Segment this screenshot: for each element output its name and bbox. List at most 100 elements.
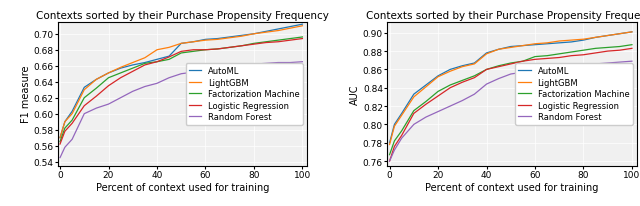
Factorization Machine — [390, 140, 398, 142]
Factorization Machine — [189, 51, 197, 53]
LightGBM — [470, 63, 478, 66]
LightGBM — [250, 33, 258, 36]
LightGBM — [68, 113, 76, 115]
Random Forest — [189, 71, 197, 74]
Random Forest — [390, 149, 398, 152]
AutoML — [61, 121, 68, 123]
Factorization Machine — [141, 63, 148, 65]
LightGBM — [410, 96, 418, 99]
Logistic Regression — [390, 145, 398, 148]
Logistic Regression — [422, 103, 430, 106]
Title: Contexts sorted by their Purchase Propensity Frequency: Contexts sorted by their Purchase Propen… — [36, 11, 329, 21]
AutoML — [238, 35, 246, 37]
LightGBM — [177, 43, 185, 45]
Random Forest — [105, 103, 113, 106]
Random Forest — [386, 160, 394, 163]
AutoML — [543, 43, 551, 46]
AutoML — [262, 31, 270, 33]
LightGBM — [616, 33, 623, 36]
Logistic Regression — [446, 87, 454, 90]
AutoML — [287, 26, 294, 29]
Logistic Regression — [616, 50, 623, 52]
Factorization Machine — [616, 46, 623, 49]
LightGBM — [422, 86, 430, 89]
Logistic Regression — [226, 47, 234, 49]
Line: Logistic Regression: Logistic Regression — [390, 49, 632, 161]
Random Forest — [507, 73, 515, 76]
AutoML — [592, 37, 600, 39]
Factorization Machine — [250, 43, 258, 45]
Logistic Regression — [299, 38, 307, 41]
LightGBM — [592, 37, 600, 39]
Line: LightGBM: LightGBM — [390, 33, 632, 145]
Logistic Regression — [398, 135, 406, 137]
Random Forest — [531, 71, 539, 73]
AutoML — [616, 33, 623, 36]
Legend: AutoML, LightGBM, Factorization Machine, Logistic Regression, Random Forest: AutoML, LightGBM, Factorization Machine,… — [186, 64, 303, 125]
Factorization Machine — [93, 87, 100, 90]
LightGBM — [386, 144, 394, 146]
LightGBM — [556, 41, 563, 43]
LightGBM — [81, 89, 88, 91]
Title: Contexts sorted by their Purchase Propensity Frequency: Contexts sorted by their Purchase Propen… — [365, 11, 640, 21]
Logistic Regression — [68, 122, 76, 125]
AutoML — [81, 87, 88, 89]
LightGBM — [495, 49, 502, 51]
Logistic Regression — [556, 57, 563, 60]
LightGBM — [580, 39, 588, 41]
Logistic Regression — [592, 53, 600, 55]
LightGBM — [434, 76, 442, 79]
Factorization Machine — [153, 61, 161, 64]
Factorization Machine — [214, 48, 221, 51]
Random Forest — [68, 138, 76, 141]
Random Forest — [262, 63, 270, 65]
Factorization Machine — [68, 119, 76, 122]
Logistic Regression — [262, 42, 270, 44]
Logistic Regression — [386, 160, 394, 163]
Factorization Machine — [580, 50, 588, 52]
Logistic Regression — [604, 51, 612, 53]
LightGBM — [483, 53, 490, 56]
Factorization Machine — [543, 55, 551, 58]
Random Forest — [299, 61, 307, 64]
Factorization Machine — [202, 49, 209, 52]
Logistic Regression — [483, 69, 490, 71]
Factorization Machine — [116, 72, 124, 75]
Factorization Machine — [398, 130, 406, 132]
Line: Random Forest: Random Forest — [390, 62, 632, 161]
AutoML — [299, 24, 307, 26]
LightGBM — [531, 43, 539, 46]
Factorization Machine — [177, 53, 185, 55]
AutoML — [410, 94, 418, 96]
AutoML — [556, 42, 563, 45]
Logistic Regression — [93, 95, 100, 98]
LightGBM — [275, 30, 282, 33]
Factorization Machine — [446, 84, 454, 87]
LightGBM — [507, 47, 515, 49]
Random Forest — [434, 111, 442, 113]
Factorization Machine — [226, 47, 234, 49]
AutoML — [177, 43, 185, 45]
LightGBM — [519, 45, 527, 48]
Logistic Regression — [105, 85, 113, 88]
Random Forest — [604, 62, 612, 65]
Factorization Machine — [129, 68, 136, 70]
AutoML — [153, 59, 161, 61]
Factorization Machine — [531, 56, 539, 59]
Logistic Regression — [434, 95, 442, 98]
LightGBM — [129, 62, 136, 64]
Random Forest — [93, 107, 100, 110]
Factorization Machine — [604, 47, 612, 49]
AutoML — [275, 29, 282, 31]
AutoML — [507, 46, 515, 49]
Random Forest — [129, 91, 136, 93]
Line: Random Forest: Random Forest — [60, 62, 303, 158]
AutoML — [604, 35, 612, 37]
LightGBM — [93, 79, 100, 81]
Logistic Regression — [580, 54, 588, 57]
LightGBM — [604, 35, 612, 37]
Random Forest — [153, 83, 161, 85]
AutoML — [116, 68, 124, 70]
Line: AutoML: AutoML — [60, 25, 303, 138]
Logistic Regression — [202, 49, 209, 52]
